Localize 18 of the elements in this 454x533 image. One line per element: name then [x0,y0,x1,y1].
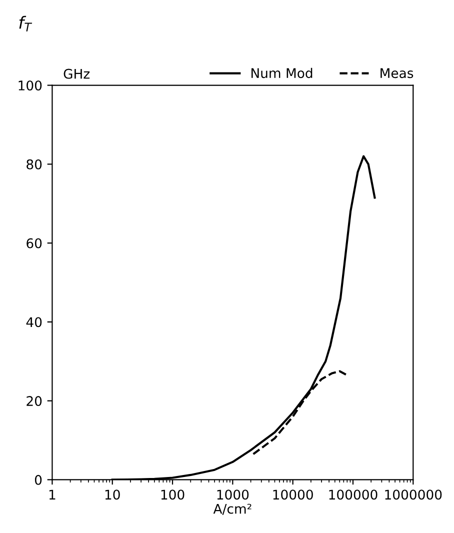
y-axis-title: GHz [64,68,90,79]
legend-label: Meas [380,68,414,78]
y-tick-label: 60 [26,238,42,248]
x-axis-title: A/cm² [213,504,252,515]
x-tick-label: 1000000 [385,490,442,500]
y-tick-label: 100 [18,80,42,90]
y-tick-label: 20 [26,396,42,406]
legend-label: Num Mod [252,68,312,78]
x-tick-label: 1 [49,490,56,500]
x-tick-label: 1000 [217,490,249,500]
x-tick-label: 100000 [329,490,378,500]
y-tick-label: 80 [26,159,42,170]
y-tick-label: 40 [26,317,42,328]
x-tick-label: 10 [105,490,120,500]
chart-title: f$_{T}$ [19,16,32,32]
y-tick-label: 0 [34,474,42,485]
x-tick-label: 100 [161,490,184,500]
x-tick-label: 10000 [273,490,313,500]
